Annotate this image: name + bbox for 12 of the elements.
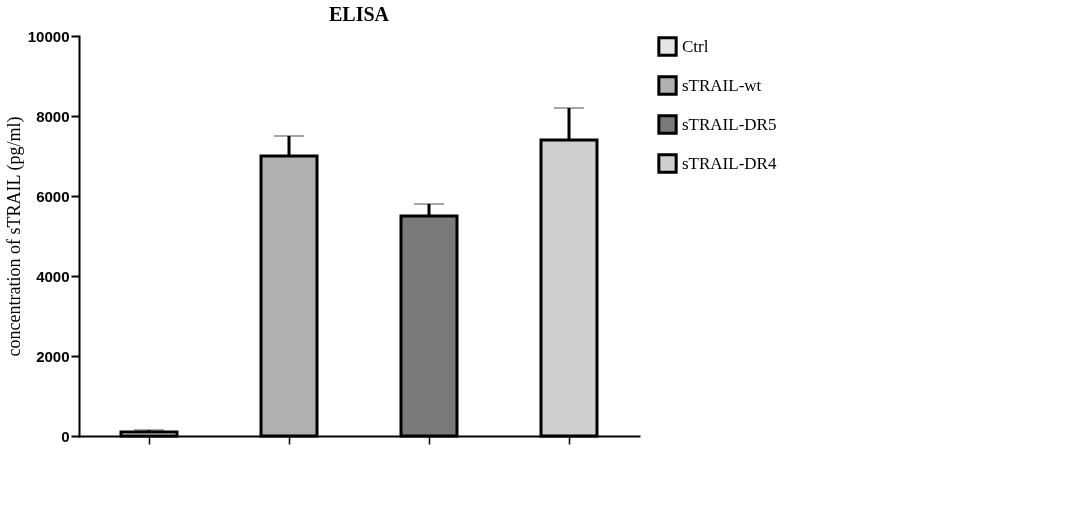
y-tick-label: 2000 [36,347,70,365]
legend-label: sTRAIL-wt [682,75,762,95]
y-axis-title: concentration of sTRAIL (pg/ml) [3,116,25,357]
legend-label: sTRAIL-DR5 [682,114,777,134]
y-tick-label: 4000 [36,267,70,285]
legend-label: Ctrl [682,36,709,56]
chart-title: ELISA [328,3,390,25]
y-tick-label: 6000 [36,187,70,205]
y-tick-label: 8000 [36,107,70,125]
y-tick-label: 10000 [27,27,70,45]
y-tick-label: 0 [61,427,70,445]
legend-label: sTRAIL-DR4 [682,153,777,173]
